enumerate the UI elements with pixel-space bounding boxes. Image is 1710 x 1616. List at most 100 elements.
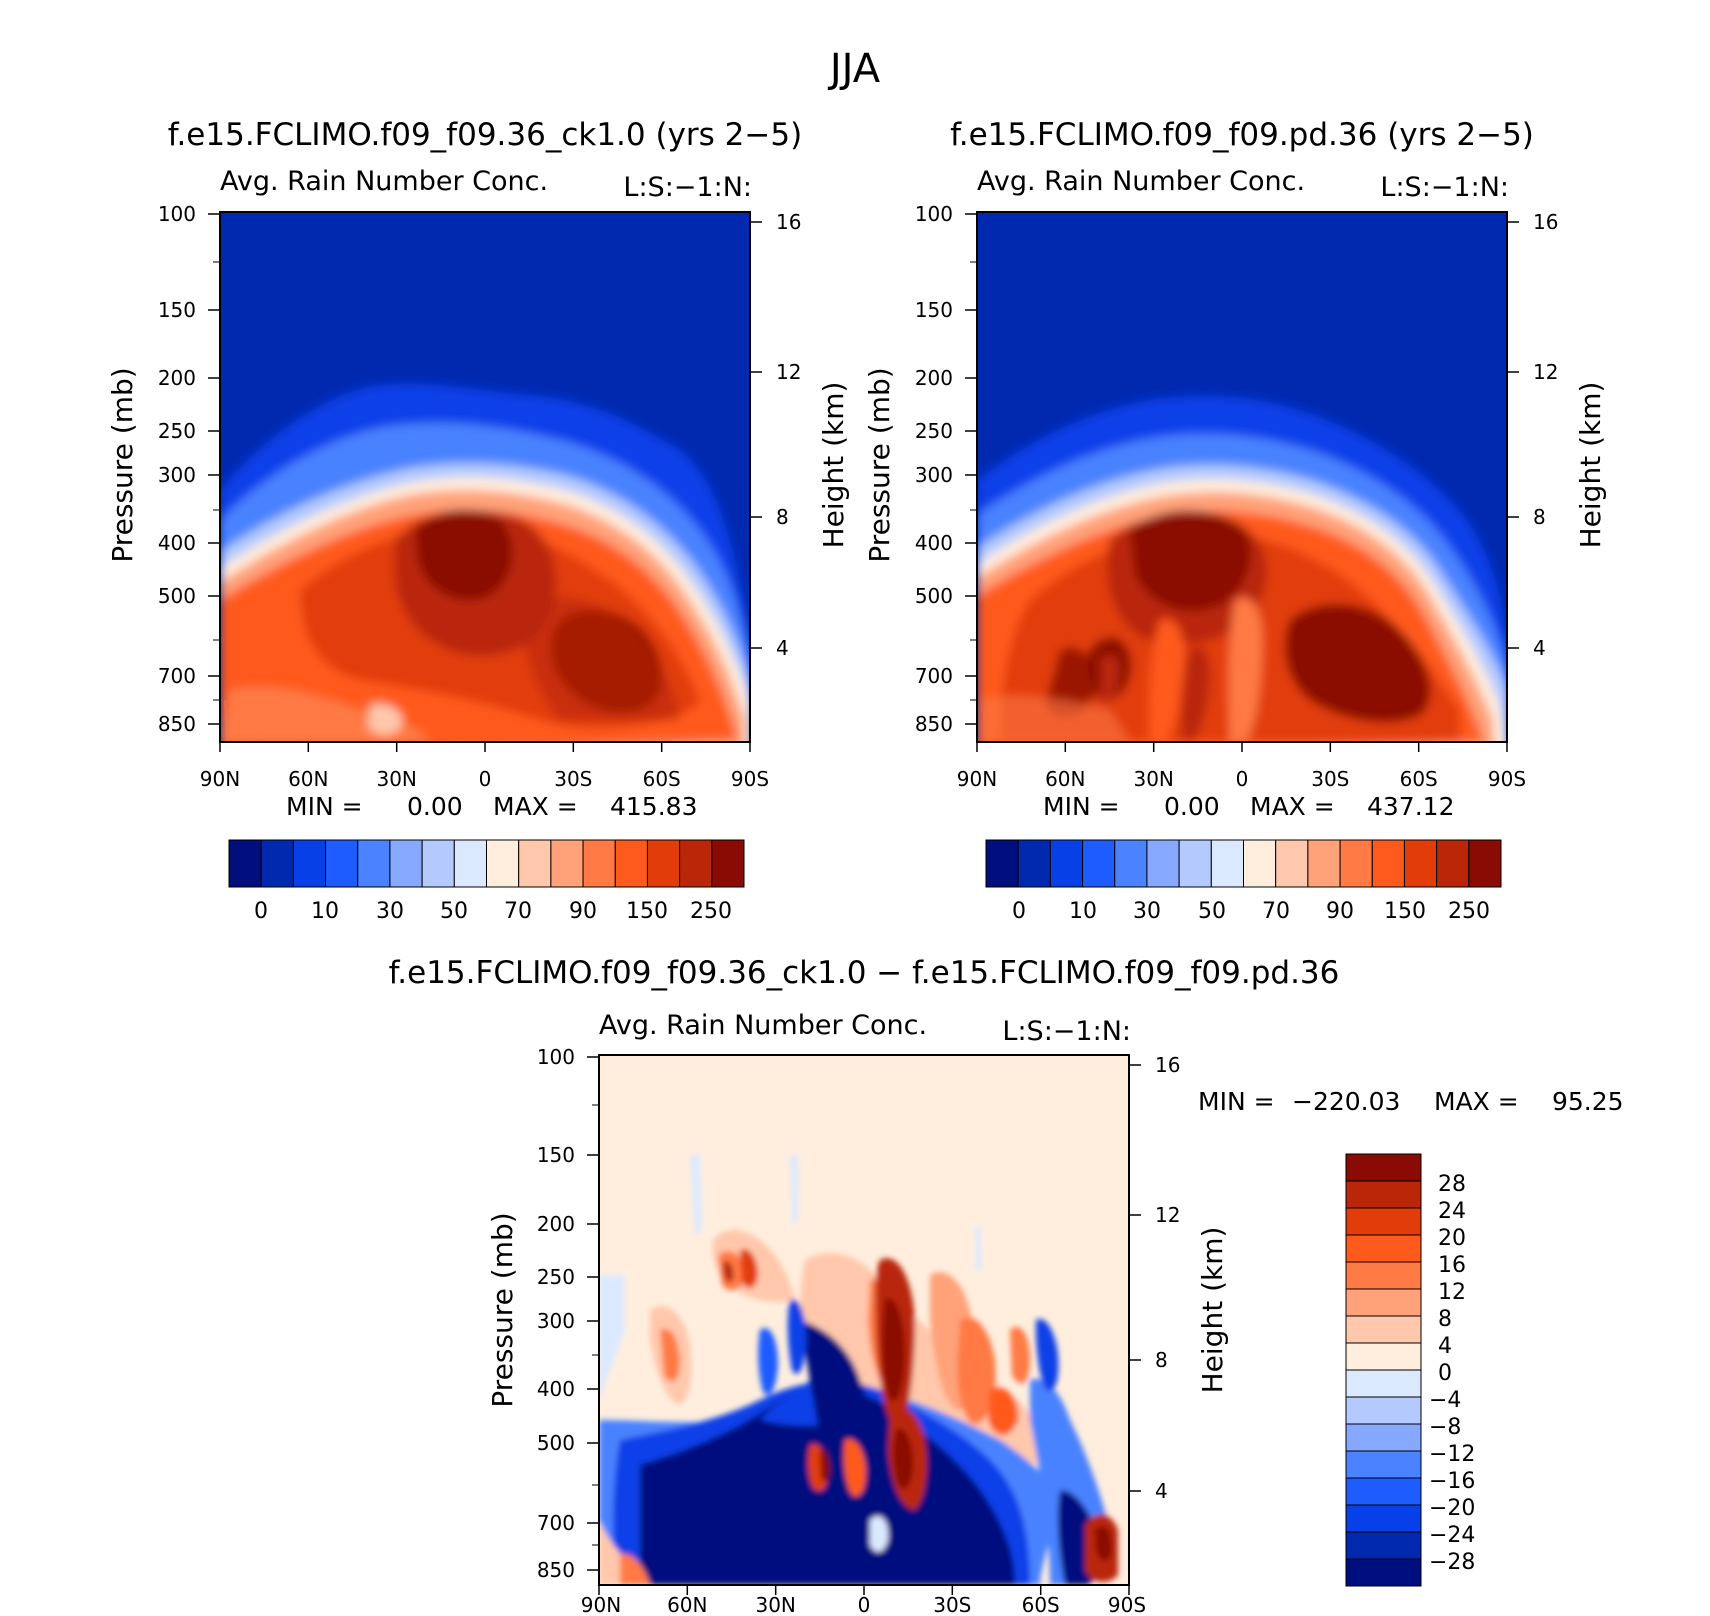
panel-3-y-tick-label: 850 [537,1558,575,1582]
panel-3-colorbar-swatch [1345,1423,1422,1452]
panel-1-x-axis: 90N 60N 30N 0 30S 60S 90S [200,742,769,791]
panel-2-y2-tick-label: 4 [1533,636,1546,660]
panel-1-colorbar-label: 90 [569,899,597,924]
panel-2-colorbar-swatch [1049,839,1084,888]
panel-1-title: f.e15.FCLIMO.f09_f09.36_ck1.0 (yrs 2−5) [168,117,802,153]
panel-1-y-tick-label: 850 [158,712,196,736]
panel-2-colorbar [985,839,1502,888]
panel-2-colorbar-label: 10 [1069,899,1097,924]
panel-1-y-axis-label: Pressure (mb) [106,367,139,562]
panel-3-colorbar-label: 12 [1438,1280,1466,1305]
panel-3-colorbar-swatch [1345,1558,1422,1587]
page-title: JJA [827,46,881,92]
panel-3-y-tick-label: 300 [537,1309,575,1333]
panel-3-x-tick-label: 30N [755,1593,795,1616]
panel-2-colorbar-swatch [1243,839,1277,888]
panel-3-corner-label: L:S:−1:N: [1002,1016,1131,1047]
panel-1-y-tick-label: 400 [158,531,196,555]
panel-1-y2-tick-label: 16 [776,210,801,234]
panel-3-y-tick-label: 150 [537,1143,575,1167]
panel-3-y2-axis: 16 12 8 4 [1129,1053,1180,1503]
panel-1-colorbar-swatch [292,839,327,888]
panel-1-y-tick-label: 200 [158,366,196,390]
panel-3-y-tick-label: 700 [537,1511,575,1535]
panel-2-colorbar-swatch [1436,839,1470,888]
panel-1-y2-tick-label: 4 [776,636,789,660]
panel-2-colorbar-swatch [1371,839,1405,888]
panel-2-min-label: MIN = [1043,792,1120,821]
panel-1-colorbar-swatch [646,839,681,888]
panel-3-colorbar-labels: 28 24 20 16 12 8 4 0 −4 −8 −12 −16 −20 −… [1429,1172,1475,1575]
panel-1-min-value: 0.00 [407,792,463,821]
panel-3: f.e15.FCLIMO.f09_f09.36_ck1.0 − f.e15.FC… [389,955,1624,1616]
panel-3-colorbar-swatch [1345,1261,1422,1290]
panel-1-x-tick-label: 60N [288,767,328,791]
panel-3-colorbar-swatch [1345,1369,1422,1398]
panel-1-y-tick-label: 700 [158,664,196,688]
panel-3-colorbar-label: 0 [1438,1361,1452,1386]
panel-3-x-axis: 90N 60N 30N 0 30S 60S 90S [581,1585,1146,1616]
panel-2-x-tick-label: 60S [1400,767,1438,791]
panel-2-colorbar-swatch [1468,839,1502,888]
panel-3-colorbar-label: 8 [1438,1307,1452,1332]
panel-1-colorbar-label: 10 [311,899,339,924]
panel-3-x-tick-label: 60N [667,1593,707,1616]
panel-3-y-axis-label: Pressure (mb) [486,1212,519,1407]
panel-3-colorbar-swatch [1345,1288,1422,1317]
panel-1-colorbar-label: 70 [504,899,532,924]
panel-1-y2-tick-label: 12 [776,360,801,384]
panel-2-max-value: 437.12 [1367,792,1454,821]
panel-2-colorbar-label: 0 [1012,899,1026,924]
panel-2-colorbar-swatch [1403,839,1438,888]
panel-3-colorbar-swatch [1345,1531,1422,1560]
panel-3-subtitle: Avg. Rain Number Conc. [599,1010,927,1041]
panel-2-colorbar-swatch [1275,839,1309,888]
panel-1-colorbar-swatch [357,839,391,888]
panel-2-colorbar-swatch [1339,839,1373,888]
panel-2-colorbar-label: 250 [1448,899,1490,924]
panel-3-colorbar-label: −24 [1429,1523,1475,1548]
panel-2-subtitle: Avg. Rain Number Conc. [977,166,1305,197]
panel-1-colorbar-label: 150 [626,899,668,924]
panel-1-colorbar-swatch [679,839,713,888]
panel-1-y-tick-label: 100 [158,202,196,226]
panel-3-y-axis-minor [592,1104,599,1546]
panel-3-x-tick-label: 90S [1108,1593,1146,1616]
panel-1-max-label: MAX = [493,792,578,821]
panel-2-y-tick-label: 700 [915,664,953,688]
panel-3-y-tick-label: 100 [537,1045,575,1069]
panel-3-y-axis: 100 150 200 250 300 400 500 700 850 [537,1045,599,1582]
panel-2-colorbar-swatch [1210,839,1245,888]
panel-2: f.e15.FCLIMO.f09_f09.pd.36 (yrs 2−5) Avg… [863,117,1607,924]
panel-2-y-axis-label: Pressure (mb) [863,367,896,562]
panel-1-colorbar-swatch [389,839,423,888]
panel-2-colorbar-label: 30 [1133,899,1161,924]
panel-3-title: f.e15.FCLIMO.f09_f09.36_ck1.0 − f.e15.FC… [389,955,1340,991]
panel-2-x-axis: 90N 60N 30N 0 30S 60S 90S [957,742,1526,791]
panel-2-y2-axis: 16 12 8 4 [1507,210,1558,660]
panel-2-y2-tick-label: 8 [1533,505,1546,529]
panel-3-colorbar-label: −16 [1429,1469,1475,1494]
panel-1-colorbar-swatch [711,839,745,888]
panel-3-colorbar-label: 28 [1438,1172,1466,1197]
panel-3-colorbar-swatch [1345,1450,1422,1479]
panel-2-colorbar-swatch [1146,839,1180,888]
panel-3-colorbar-swatch [1345,1180,1422,1209]
panel-2-y-tick-label: 300 [915,463,953,487]
panel-2-x-tick-label: 0 [1236,767,1249,791]
panel-2-contour-field [977,212,1507,742]
panel-3-colorbar-label: −4 [1429,1388,1461,1413]
panel-3-x-tick-label: 90N [581,1593,621,1616]
panel-2-colorbar-swatch [1017,839,1051,888]
panel-2-max-label: MAX = [1250,792,1335,821]
panel-3-colorbar-label: 20 [1438,1226,1466,1251]
panel-2-y-tick-label: 500 [915,584,953,608]
panel-3-colorbar-swatch [1345,1396,1422,1425]
panel-1-y2-axis: 16 12 8 4 [750,210,801,660]
panel-1-colorbar-swatch [325,839,359,888]
panel-3-colorbar-label: −20 [1429,1496,1475,1521]
panel-2-x-tick-label: 60N [1045,767,1085,791]
panel-2-y-tick-label: 250 [915,419,953,443]
panel-2-x-tick-label: 30S [1311,767,1349,791]
